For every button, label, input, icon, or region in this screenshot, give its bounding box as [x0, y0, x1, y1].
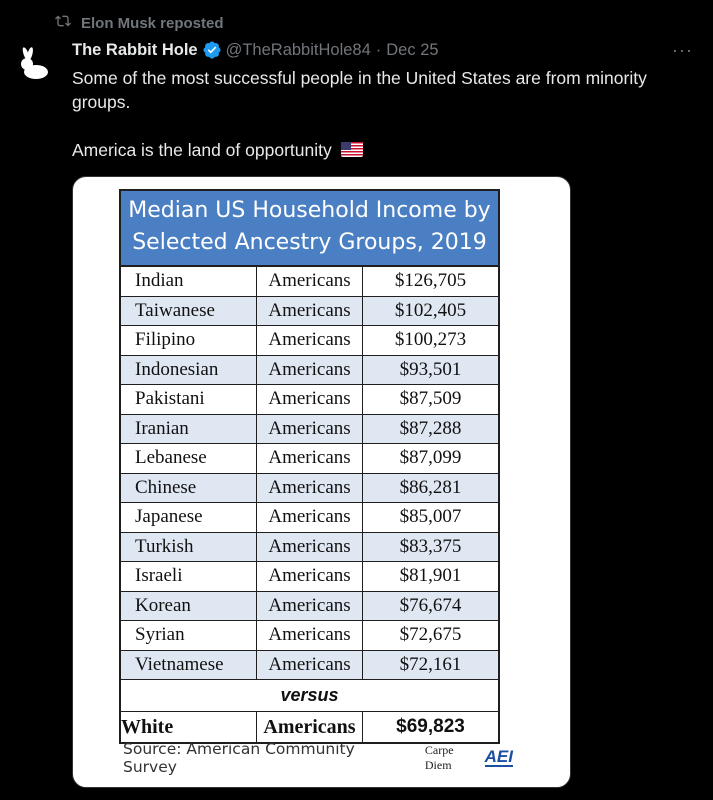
repost-indicator[interactable]: Elon Musk reposted	[55, 12, 224, 34]
cell-group: Taiwanese	[121, 296, 257, 325]
cell-income: $93,501	[399, 358, 462, 380]
avatar[interactable]	[14, 40, 58, 84]
cell-income: $76,674	[399, 594, 462, 616]
versus-label: versus	[121, 680, 498, 712]
author-name[interactable]: The Rabbit Hole	[72, 40, 198, 59]
table-row: Turkish Americans $83,375	[121, 532, 498, 562]
cell-label: Americans	[257, 532, 363, 561]
cell-label: Americans	[257, 621, 363, 650]
cell-group: Korean	[121, 591, 257, 620]
cell-income: $72,675	[399, 624, 462, 646]
cell-label: Americans	[257, 712, 363, 742]
cell-group: Turkish	[121, 532, 257, 561]
post-text-line-1: Some of the most successful people in th…	[72, 68, 647, 112]
cell-income: $72,161	[399, 653, 462, 675]
table-title: Median US Household Income by Selected A…	[121, 191, 498, 267]
table-row: Iranian Americans $87,288	[121, 414, 498, 444]
cell-group: White	[121, 712, 257, 742]
table-row: Indonesian Americans $93,501	[121, 355, 498, 385]
more-options-icon[interactable]: ···	[672, 39, 693, 60]
cell-label: Americans	[257, 473, 363, 502]
post-text: Some of the most successful people in th…	[72, 66, 702, 162]
cell-group: Syrian	[121, 621, 257, 650]
cell-label: Americans	[257, 296, 363, 325]
separator-dot: ·	[375, 40, 382, 59]
table-row: Vietnamese Americans $72,161	[121, 650, 498, 680]
post-image[interactable]: Median US Household Income by Selected A…	[72, 176, 571, 788]
cell-income: $87,288	[399, 417, 462, 439]
author-handle[interactable]: @TheRabbitHole84	[225, 40, 371, 59]
cell-income: $86,281	[399, 476, 462, 498]
table-row: Filipino Americans $100,273	[121, 326, 498, 356]
cell-group: Israeli	[121, 562, 257, 591]
cell-label: Americans	[257, 444, 363, 473]
cell-group: Indonesian	[121, 355, 257, 384]
cell-label: Americans	[257, 414, 363, 443]
us-flag-icon	[340, 142, 363, 157]
repost-label: Elon Musk reposted	[81, 14, 224, 32]
table-title-line-2: Selected Ancestry Groups, 2019	[132, 230, 487, 255]
income-table: Median US Household Income by Selected A…	[119, 189, 500, 744]
verified-badge-icon	[203, 41, 221, 59]
table-row: Indian Americans $126,705	[121, 267, 498, 297]
carpe-diem-label: Carpe Diem	[424, 743, 454, 772]
cell-income: $85,007	[399, 506, 462, 528]
table-row: Korean Americans $76,674	[121, 591, 498, 621]
table-row: Chinese Americans $86,281	[121, 473, 498, 503]
cell-group: Iranian	[121, 414, 257, 443]
cell-label: Americans	[257, 591, 363, 620]
table-row: Taiwanese Americans $102,405	[121, 296, 498, 326]
cell-label: Americans	[257, 355, 363, 384]
cell-group: Lebanese	[121, 444, 257, 473]
table-row: Japanese Americans $85,007	[121, 503, 498, 533]
cell-income: $87,099	[399, 447, 462, 469]
cell-group: Chinese	[121, 473, 257, 502]
source-line: Source: American Community Survey Carpe …	[123, 740, 513, 776]
cell-income: $69,823	[396, 716, 465, 737]
table-row-white: White Americans $69,823	[121, 712, 498, 742]
source-text: Source: American Community Survey	[123, 740, 355, 776]
cell-income: $81,901	[399, 565, 462, 587]
post-date[interactable]: Dec 25	[386, 40, 439, 59]
table-row: Lebanese Americans $87,099	[121, 444, 498, 474]
cell-income: $83,375	[399, 535, 462, 557]
cell-group: Indian	[121, 267, 257, 296]
table-row: Pakistani Americans $87,509	[121, 385, 498, 415]
cell-group: Vietnamese	[121, 650, 257, 679]
post-header: The Rabbit Hole @TheRabbitHole84 · Dec 2…	[72, 38, 693, 62]
aei-logo: AEI	[484, 747, 513, 767]
cell-label: Americans	[257, 326, 363, 355]
cell-label: Americans	[257, 267, 363, 296]
table-title-line-1: Median US Household Income by	[128, 198, 491, 223]
cell-income: $87,509	[399, 388, 462, 410]
table-rows: Indian Americans $126,705 Taiwanese American…	[121, 267, 498, 680]
cell-income: $126,705	[394, 270, 467, 292]
cell-label: Americans	[257, 503, 363, 532]
cell-income: $102,405	[394, 299, 467, 321]
cell-group: Filipino	[121, 326, 257, 355]
cell-group: Japanese	[121, 503, 257, 532]
cell-label: Americans	[257, 562, 363, 591]
table-row: Israeli Americans $81,901	[121, 562, 498, 592]
cell-label: Americans	[257, 650, 363, 679]
repost-icon	[55, 13, 71, 33]
cell-group: Pakistani	[121, 385, 257, 414]
table-row: Syrian Americans $72,675	[121, 621, 498, 651]
post-text-line-2-row: America is the land of opportunity	[72, 138, 702, 162]
cell-label: Americans	[257, 385, 363, 414]
cell-income: $100,273	[394, 329, 467, 351]
post-text-line-2: America is the land of opportunity	[72, 140, 332, 160]
